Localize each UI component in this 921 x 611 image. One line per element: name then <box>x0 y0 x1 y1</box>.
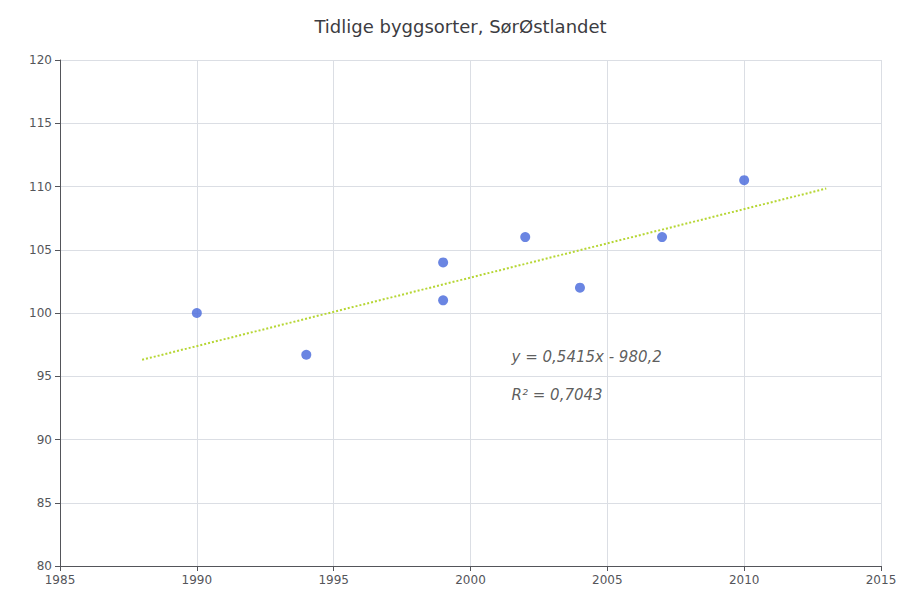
svg-text:2015: 2015 <box>866 573 897 587</box>
svg-text:110: 110 <box>29 180 52 194</box>
svg-text:2010: 2010 <box>729 573 760 587</box>
svg-text:95: 95 <box>37 369 52 383</box>
svg-text:y = 0,5415x - 980,2: y = 0,5415x - 980,2 <box>511 348 662 366</box>
svg-text:2005: 2005 <box>592 573 623 587</box>
svg-text:90: 90 <box>37 433 52 447</box>
svg-text:120: 120 <box>29 53 52 67</box>
svg-text:1995: 1995 <box>318 573 349 587</box>
svg-text:2000: 2000 <box>455 573 486 587</box>
svg-text:Tidlige byggsorter, SørØstland: Tidlige byggsorter, SørØstlandet <box>313 16 606 37</box>
svg-text:100: 100 <box>29 306 52 320</box>
svg-text:105: 105 <box>29 243 52 257</box>
svg-text:80: 80 <box>37 559 52 573</box>
svg-text:85: 85 <box>37 496 52 510</box>
svg-text:1985: 1985 <box>45 573 76 587</box>
svg-text:R² = 0,7043: R² = 0,7043 <box>512 386 603 404</box>
svg-text:115: 115 <box>29 116 52 130</box>
svg-text:1990: 1990 <box>182 573 213 587</box>
